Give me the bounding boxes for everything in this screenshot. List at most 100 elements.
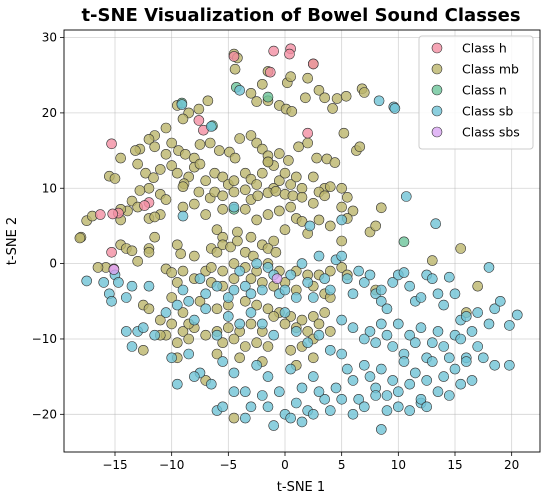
point-class-sb xyxy=(285,412,297,424)
point-class-mb xyxy=(341,192,353,203)
point-class-mb xyxy=(285,344,297,356)
point-class-mb xyxy=(268,311,280,322)
point-class-mb xyxy=(177,265,189,277)
point-class-mb xyxy=(313,85,325,96)
point-class-mb xyxy=(166,137,177,149)
point-class-sb xyxy=(466,326,478,337)
point-class-mb xyxy=(126,245,138,257)
point-class-mb xyxy=(256,167,268,179)
point-class-mb xyxy=(245,231,257,243)
point-class-mb xyxy=(234,352,245,364)
point-class-mb xyxy=(200,329,211,341)
point-class-mb xyxy=(336,262,348,273)
point-class-mb xyxy=(189,250,200,262)
point-class-sb xyxy=(341,273,353,285)
point-class-sb xyxy=(172,378,183,390)
point-class-sb xyxy=(358,277,370,288)
point-class-mb xyxy=(172,167,183,179)
point-class-sb xyxy=(370,337,382,349)
point-class-sb xyxy=(307,408,319,420)
point-class-sb xyxy=(245,288,257,300)
point-class-sb xyxy=(398,356,410,367)
point-class-sb xyxy=(121,326,132,337)
point-class-mb xyxy=(311,152,323,164)
point-class-sb xyxy=(228,284,240,296)
point-class-mb xyxy=(240,295,251,307)
point-class-mb xyxy=(229,63,241,75)
legend-marker xyxy=(431,84,443,96)
point-class-n xyxy=(262,91,274,103)
point-class-sb xyxy=(194,273,206,285)
point-class-sb xyxy=(307,371,319,382)
point-class-sb xyxy=(121,292,132,303)
point-class-sb xyxy=(285,269,297,281)
point-class-sb xyxy=(200,303,211,315)
point-class-mb xyxy=(472,280,484,292)
point-class-mb xyxy=(200,209,211,220)
point-class-mb xyxy=(302,137,314,149)
point-class-mb xyxy=(217,171,228,183)
point-class-mb xyxy=(375,202,387,214)
point-class-mb xyxy=(211,224,223,235)
point-class-sb xyxy=(172,299,183,311)
point-class-mb xyxy=(232,226,243,238)
x-tick-label: 20 xyxy=(504,458,519,472)
point-class-mb xyxy=(338,127,350,139)
point-class-sb xyxy=(138,322,149,334)
legend-marker xyxy=(431,42,443,54)
point-class-sb xyxy=(262,371,274,382)
point-class-sb xyxy=(358,401,370,413)
point-class-h xyxy=(107,208,118,220)
point-class-mb xyxy=(223,322,234,334)
point-class-sb xyxy=(375,318,387,330)
point-class-sb xyxy=(432,386,444,398)
point-class-mb xyxy=(336,235,348,247)
point-class-sb xyxy=(336,250,348,262)
point-class-h xyxy=(106,247,117,258)
point-class-sb xyxy=(290,326,302,337)
point-class-mb xyxy=(324,265,336,277)
point-class-sb xyxy=(472,341,484,352)
point-class-sb xyxy=(387,277,399,288)
point-class-mb xyxy=(307,311,319,322)
point-class-sb xyxy=(375,424,387,435)
point-class-mb xyxy=(194,139,206,150)
y-axis-label: t-SNE 2 xyxy=(5,217,20,265)
point-class-mb xyxy=(329,157,341,168)
point-class-sb xyxy=(189,371,200,382)
point-class-sb xyxy=(432,288,444,300)
point-class-mb xyxy=(336,183,348,194)
point-class-sb xyxy=(251,258,263,269)
point-class-mb xyxy=(74,232,86,244)
point-class-sb xyxy=(404,378,416,390)
point-class-sb xyxy=(290,397,302,409)
point-class-sb xyxy=(176,99,188,110)
point-class-mb xyxy=(256,79,268,90)
point-class-sb xyxy=(449,363,461,375)
point-class-sbs xyxy=(271,273,283,285)
point-class-sb xyxy=(483,262,495,273)
point-class-mb xyxy=(228,273,240,285)
point-class-mb xyxy=(251,179,263,190)
point-class-sb xyxy=(381,303,393,315)
legend-box xyxy=(418,35,534,150)
point-class-n xyxy=(398,236,410,248)
point-class-h xyxy=(228,51,240,62)
point-class-mb xyxy=(149,141,160,153)
point-class-mb xyxy=(347,205,359,217)
point-class-mb xyxy=(296,216,308,227)
point-class-sb xyxy=(443,352,455,364)
point-class-mb xyxy=(225,241,236,253)
point-class-sb xyxy=(98,277,109,288)
point-class-sb xyxy=(455,333,467,345)
point-class-sb xyxy=(472,307,484,318)
point-class-sb xyxy=(389,103,401,114)
point-class-sb xyxy=(455,378,467,390)
point-class-sb xyxy=(304,220,316,232)
point-class-sb xyxy=(279,284,291,296)
point-class-sb xyxy=(319,393,331,405)
point-class-sb xyxy=(279,307,291,318)
point-class-mb xyxy=(211,303,223,315)
point-class-mb xyxy=(262,303,274,315)
point-class-mb xyxy=(194,295,206,307)
